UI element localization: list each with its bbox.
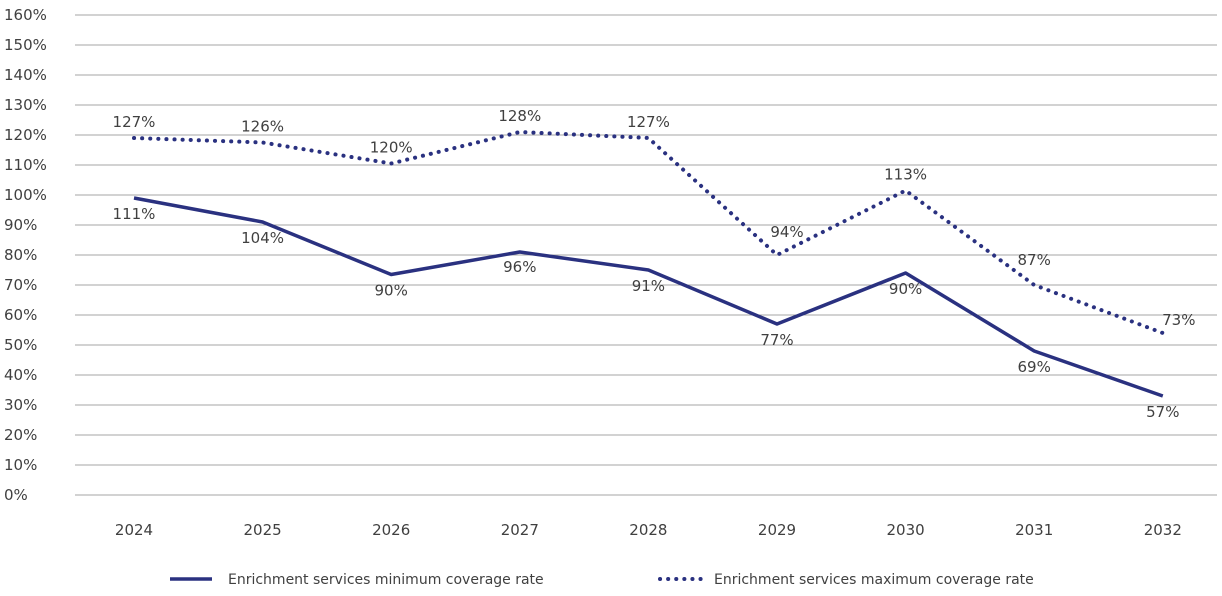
y-tick-label: 90% (4, 216, 37, 234)
data-label: 87% (1018, 251, 1051, 269)
legend-label: Enrichment services maximum coverage rat… (714, 572, 1034, 588)
y-tick-label: 40% (4, 366, 37, 384)
data-label: 96% (503, 258, 536, 276)
y-tick-label: 160% (4, 6, 47, 24)
x-axis-tick-labels: 2024 2025 2026 2027 2028 2029 2030 2031 2032 (115, 521, 1182, 539)
series-lines (132, 130, 1165, 398)
legend-label: Enrichment services minimum coverage rat… (228, 572, 544, 588)
data-label: 90% (375, 282, 408, 300)
gridlines (75, 14, 1217, 496)
data-label: 57% (1146, 403, 1179, 421)
data-label: 111% (113, 205, 156, 223)
data-label: 126% (241, 118, 284, 136)
y-tick-label: 10% (4, 456, 37, 474)
x-tick-label: 2030 (887, 521, 925, 539)
y-tick-label: 150% (4, 36, 47, 54)
x-tick-label: 2026 (372, 521, 410, 539)
data-label: 94% (770, 223, 803, 241)
x-tick-label: 2029 (758, 521, 796, 539)
data-label: 69% (1018, 358, 1051, 376)
y-tick-label: 120% (4, 126, 47, 144)
y-tick-label: 140% (4, 66, 47, 84)
y-tick-label: 130% (4, 96, 47, 114)
y-tick-label: 110% (4, 156, 47, 174)
data-label: 104% (241, 229, 284, 247)
data-label: 127% (113, 113, 156, 131)
data-label: 128% (498, 107, 541, 125)
y-tick-label: 80% (4, 246, 37, 264)
y-tick-label: 60% (4, 306, 37, 324)
series-line-minimum (133, 196, 1164, 398)
legend: Enrichment services minimum coverage rat… (170, 572, 1034, 588)
data-label: 91% (632, 277, 665, 295)
x-tick-label: 2028 (629, 521, 667, 539)
data-label: 73% (1162, 311, 1195, 329)
data-label: 77% (760, 331, 793, 349)
x-tick-label: 2032 (1144, 521, 1182, 539)
y-axis-tick-labels: 0% 10% 20% 30% 40% 50% 60% 70% 80% 90% 100% 110% 120… (4, 6, 47, 504)
x-tick-label: 2025 (244, 521, 282, 539)
x-tick-label: 2027 (501, 521, 539, 539)
data-label: 127% (627, 113, 670, 131)
data-labels: 111% 104% 90% 96% 91% 77% 90% 69% 57% 127% 126% 120… (113, 107, 1196, 421)
y-tick-label: 30% (4, 396, 37, 414)
y-tick-label: 100% (4, 186, 47, 204)
x-tick-label: 2024 (115, 521, 153, 539)
data-label: 113% (884, 166, 927, 184)
y-tick-label: 0% (4, 486, 28, 504)
y-tick-label: 20% (4, 426, 37, 444)
series-line-maximum (132, 130, 1165, 335)
data-label: 120% (370, 139, 413, 157)
data-label: 90% (889, 280, 922, 298)
y-tick-label: 50% (4, 336, 37, 354)
y-tick-label: 70% (4, 276, 37, 294)
x-tick-label: 2031 (1015, 521, 1053, 539)
